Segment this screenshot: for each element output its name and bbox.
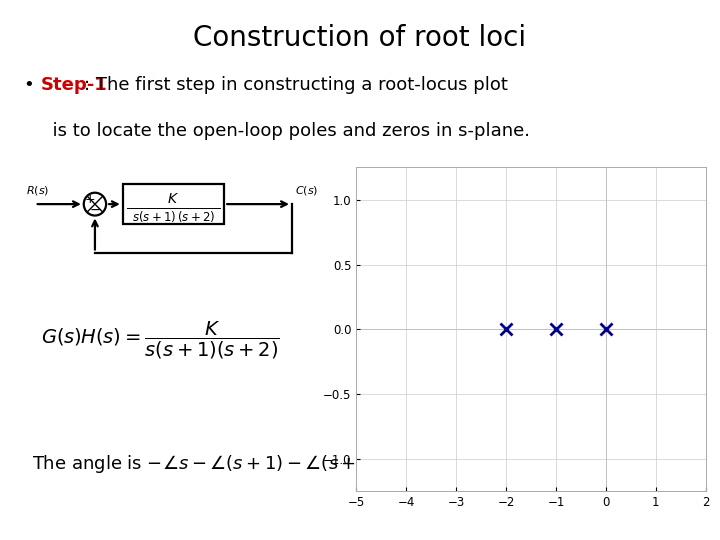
Text: Construction of root loci: Construction of root loci xyxy=(194,24,526,52)
Text: $K$: $K$ xyxy=(168,192,179,206)
Text: −: − xyxy=(89,204,101,217)
Text: is to locate the open-loop poles and zeros in s-plane.: is to locate the open-loop poles and zer… xyxy=(41,122,530,139)
Text: $C(s)$: $C(s)$ xyxy=(295,184,319,197)
Text: Step-1: Step-1 xyxy=(41,76,108,94)
Text: $s(s+1)\,(s+2)$: $s(s+1)\,(s+2)$ xyxy=(132,209,215,224)
Text: : The first step in constructing a root-locus plot: : The first step in constructing a root-… xyxy=(84,76,508,94)
FancyBboxPatch shape xyxy=(122,184,224,224)
Text: $G(s)H(s) = \dfrac{K}{s(s+1)(s+2)}$: $G(s)H(s) = \dfrac{K}{s(s+1)(s+2)}$ xyxy=(41,320,280,361)
Text: •: • xyxy=(23,76,34,94)
Text: $R(s)$: $R(s)$ xyxy=(26,184,50,197)
Text: +: + xyxy=(84,193,95,206)
Text: The angle is $-\angle s - \angle(s+1) - \angle(s+2)$: The angle is $-\angle s - \angle(s+1) - … xyxy=(32,453,379,475)
